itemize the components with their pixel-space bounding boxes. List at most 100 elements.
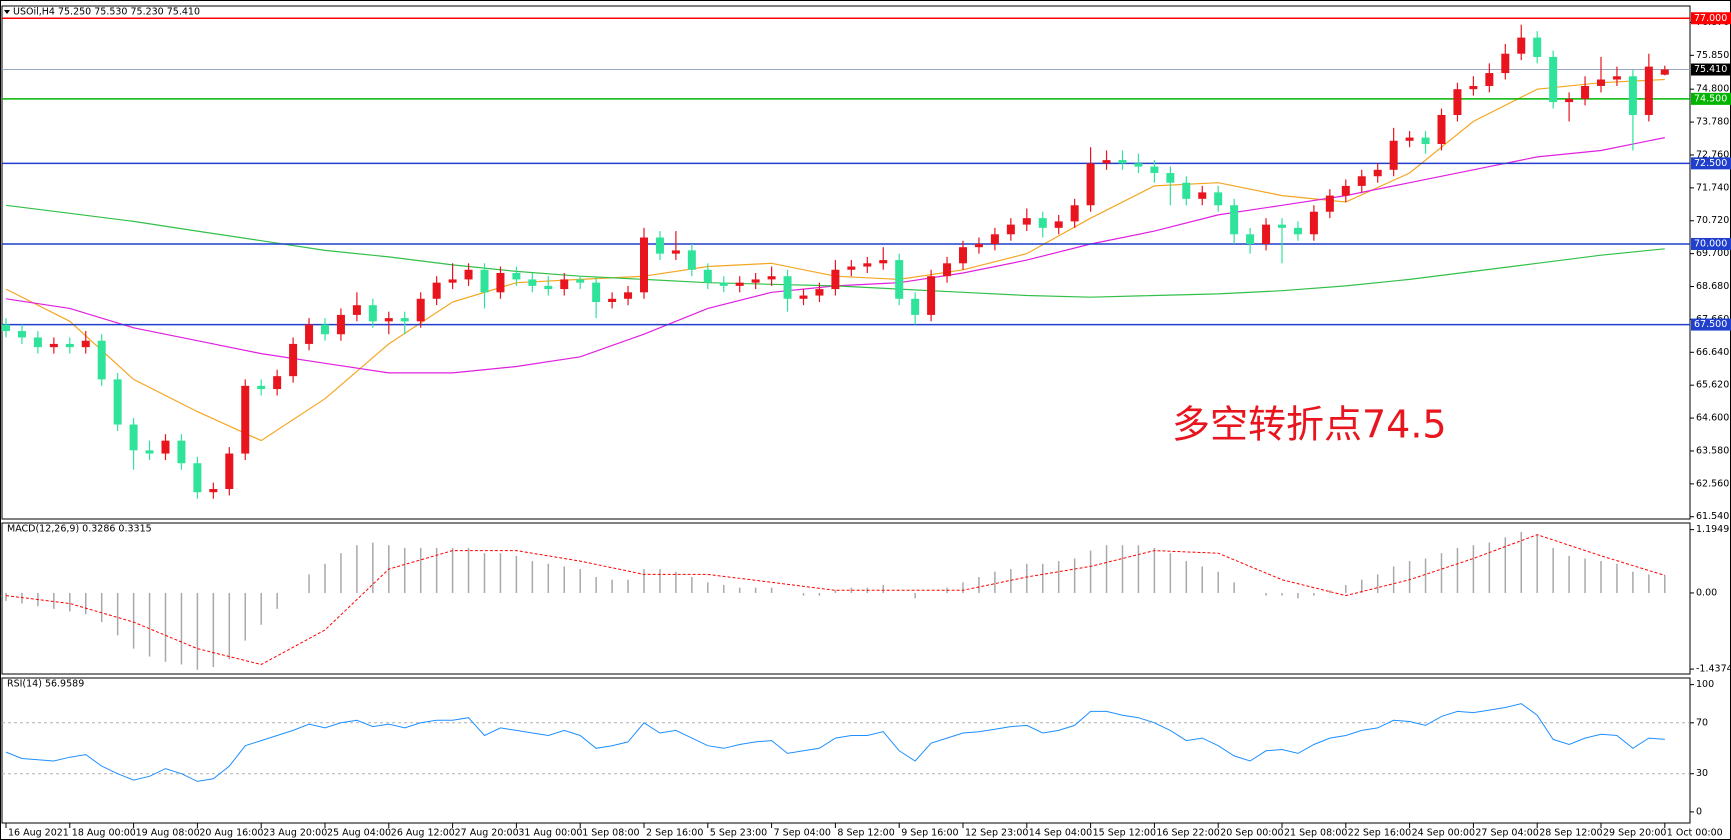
candle-body bbox=[1309, 211, 1318, 235]
candle-body bbox=[1437, 114, 1446, 145]
candle-body bbox=[1246, 234, 1255, 244]
candle-body bbox=[65, 343, 74, 348]
y-tick-label: 100 bbox=[1696, 679, 1714, 690]
candle-body bbox=[129, 424, 138, 451]
candle-body bbox=[49, 343, 58, 348]
candle-body bbox=[608, 298, 617, 302]
candle-body bbox=[1549, 56, 1558, 103]
x-tick-label: 28 Sep 12:00 bbox=[1539, 828, 1602, 839]
candle-body bbox=[911, 298, 920, 315]
candle-body bbox=[959, 247, 967, 264]
candle-body bbox=[193, 463, 202, 493]
y-tick-label: 66.640 bbox=[1696, 347, 1729, 358]
candle-body bbox=[560, 279, 569, 290]
candle-body bbox=[305, 324, 314, 344]
x-tick-label: 27 Sep 04:00 bbox=[1475, 828, 1538, 839]
level-label-bg bbox=[1691, 63, 1731, 76]
candle-body bbox=[289, 343, 298, 377]
y-tick-label: 1.1949 bbox=[1696, 524, 1729, 535]
pane-frame bbox=[1, 522, 1691, 675]
candle-body bbox=[1597, 79, 1605, 86]
y-tick-label: 69.700 bbox=[1696, 248, 1729, 259]
candle-body bbox=[512, 272, 521, 280]
candle-body bbox=[927, 276, 936, 315]
x-tick-label: 24 Sep 00:00 bbox=[1412, 828, 1475, 839]
y-tick-label: 0 bbox=[1696, 806, 1702, 817]
candle-body bbox=[1293, 227, 1302, 235]
candle-body bbox=[1022, 218, 1031, 225]
candle-body bbox=[528, 279, 537, 286]
candle-body bbox=[1278, 224, 1286, 228]
rsi-line bbox=[5, 703, 1665, 782]
pane-title: USOil,H4 75.250 75.530 75.230 75.410 bbox=[13, 7, 200, 18]
x-tick-label: 12 Sep 23:00 bbox=[965, 828, 1028, 839]
candle-body bbox=[751, 279, 760, 283]
y-tick-label: -1.4374 bbox=[1696, 664, 1731, 675]
candle-body bbox=[448, 279, 457, 283]
candle-body bbox=[1405, 137, 1414, 141]
x-tick-label: 19 Aug 08:00 bbox=[136, 828, 200, 839]
candle-body bbox=[257, 385, 266, 390]
level-label: 67.500 bbox=[1694, 319, 1727, 330]
annotation: 多空转折点74.5 bbox=[1172, 403, 1447, 447]
pane-title: RSI(14) 56.9589 bbox=[7, 679, 84, 690]
x-tick-label: 16 Aug 2021 bbox=[8, 828, 69, 839]
y-tick-label: 70.720 bbox=[1696, 215, 1729, 226]
candle-body bbox=[1533, 37, 1542, 57]
y-tick-label: 30 bbox=[1696, 768, 1708, 779]
candle-body bbox=[815, 289, 824, 296]
level-label-bg bbox=[1691, 157, 1731, 170]
candle-body bbox=[1581, 85, 1590, 99]
candle-body bbox=[161, 440, 170, 454]
candle-body bbox=[783, 276, 792, 299]
y-tick-label: 71.740 bbox=[1696, 182, 1729, 193]
candle-body bbox=[879, 260, 888, 264]
candle-body bbox=[1501, 53, 1510, 74]
level-label: 72.500 bbox=[1694, 158, 1727, 169]
level-label: 74.500 bbox=[1694, 93, 1727, 104]
candle-body bbox=[400, 318, 409, 322]
candle-body bbox=[145, 450, 154, 454]
candle-body bbox=[655, 237, 664, 254]
candle-body bbox=[847, 266, 856, 270]
x-tick-label: 22 Sep 16:00 bbox=[1348, 828, 1411, 839]
level-label: 70.000 bbox=[1694, 238, 1727, 249]
y-tick-label: 63.580 bbox=[1696, 445, 1729, 456]
y-tick-label: 65.620 bbox=[1696, 380, 1729, 391]
candle-body bbox=[177, 440, 186, 464]
candle-body bbox=[225, 453, 234, 490]
level-label-bg bbox=[1691, 318, 1731, 331]
candle-body bbox=[241, 385, 250, 454]
pane-frame bbox=[1, 677, 1691, 824]
pane-frame bbox=[1, 5, 1691, 520]
candle-body bbox=[1453, 89, 1462, 115]
candle-body bbox=[33, 337, 42, 348]
x-tick-label: 1 Oct 00:00 bbox=[1667, 828, 1723, 839]
y-tick-label: 68.680 bbox=[1696, 281, 1729, 292]
candle-body bbox=[990, 234, 999, 244]
candle-body bbox=[432, 282, 441, 299]
x-tick-label: 9 Sep 16:00 bbox=[901, 828, 958, 839]
candle-body bbox=[863, 263, 872, 267]
y-tick-label: 61.540 bbox=[1696, 511, 1729, 522]
candle-body bbox=[1166, 173, 1175, 183]
x-tick-label: 31 Aug 00:00 bbox=[518, 828, 582, 839]
x-tick-label: 25 Aug 04:00 bbox=[327, 828, 391, 839]
candle-body bbox=[1660, 69, 1669, 75]
candle-body bbox=[1038, 218, 1047, 228]
x-tick-label: 16 Sep 22:00 bbox=[1156, 828, 1219, 839]
y-tick-label: 70 bbox=[1696, 717, 1708, 728]
candle-body bbox=[480, 269, 489, 293]
x-tick-label: 21 Sep 08:00 bbox=[1284, 828, 1347, 839]
candle-body bbox=[671, 250, 680, 254]
level-label-bg bbox=[1691, 237, 1731, 250]
x-tick-label: 2 Sep 16:00 bbox=[646, 828, 703, 839]
x-tick-label: 23 Aug 20:00 bbox=[263, 828, 327, 839]
candle-body bbox=[81, 340, 90, 348]
candle-body bbox=[1070, 205, 1079, 222]
candle-body bbox=[1373, 169, 1382, 177]
candle-body bbox=[1389, 140, 1398, 170]
candle-body bbox=[1006, 224, 1015, 235]
